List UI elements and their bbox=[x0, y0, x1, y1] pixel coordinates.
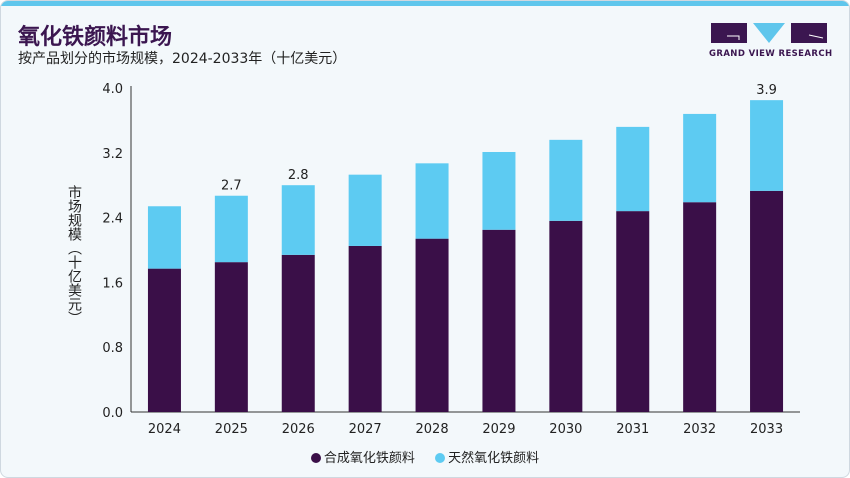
data-label-2026: 2.8 bbox=[288, 168, 309, 183]
bar-segment-2024-synthetic bbox=[147, 268, 181, 412]
y-tick-label: 3.2 bbox=[102, 147, 123, 162]
x-tick-label: 2032 bbox=[683, 422, 716, 437]
x-tick-label: 2031 bbox=[616, 422, 649, 437]
y-tick-label: 0.8 bbox=[102, 341, 123, 356]
x-tick-label: 2025 bbox=[215, 422, 248, 437]
y-axis-label: 市场规模（十亿美元） bbox=[66, 185, 82, 325]
bar-segment-2033-natural bbox=[750, 100, 784, 191]
y-tick-label: 1.6 bbox=[102, 276, 123, 291]
bar-segment-2032-natural bbox=[683, 113, 717, 203]
x-tick-label: 2024 bbox=[148, 422, 181, 437]
data-label-2025: 2.7 bbox=[221, 179, 242, 194]
y-tick-label: 2.4 bbox=[102, 212, 123, 227]
logo-text: GRAND VIEW RESEARCH bbox=[709, 49, 833, 59]
bar-segment-2027-synthetic bbox=[348, 245, 382, 412]
grand-view-research-logo bbox=[711, 23, 827, 43]
legend-item-synthetic: 合成氧化铁颜料 bbox=[310, 451, 415, 466]
x-tick-label: 2030 bbox=[549, 422, 582, 437]
x-tick-label: 2028 bbox=[416, 422, 449, 437]
bar-segment-2030-natural bbox=[549, 139, 583, 221]
x-tick-label: 2027 bbox=[349, 422, 382, 437]
y-tick-label: 0.0 bbox=[102, 406, 123, 421]
chart-subtitle: 按产品划分的市场规模，2024-2033年（十亿美元） bbox=[18, 51, 347, 67]
bar-segment-2027-natural bbox=[348, 174, 382, 246]
page-title: 氧化铁颜料市场 bbox=[18, 25, 173, 50]
accent-bar bbox=[1, 1, 849, 6]
legend: 合成氧化铁颜料 天然氧化铁颜料 bbox=[0, 447, 850, 466]
legend-swatch bbox=[310, 453, 321, 463]
legend-swatch bbox=[435, 453, 446, 463]
y-tick-label: 4.0 bbox=[102, 82, 123, 97]
x-tick-label: 2026 bbox=[282, 422, 315, 437]
bar-segment-2033-synthetic bbox=[750, 190, 784, 412]
bar-segment-2025-synthetic bbox=[214, 262, 248, 412]
bar-segment-2028-synthetic bbox=[415, 238, 449, 412]
bar-segment-2026-synthetic bbox=[281, 254, 315, 412]
data-label-2033: 3.9 bbox=[756, 83, 777, 98]
bar-segment-2031-synthetic bbox=[616, 211, 650, 412]
bar-segment-2025-natural bbox=[214, 195, 248, 263]
x-tick-label: 2033 bbox=[750, 422, 783, 437]
bar-segment-2024-natural bbox=[147, 206, 181, 269]
legend-label: 合成氧化铁颜料 bbox=[323, 451, 415, 466]
bar-segment-2032-synthetic bbox=[683, 202, 717, 412]
bar-segment-2028-natural bbox=[415, 163, 449, 239]
bar-segment-2031-natural bbox=[616, 126, 650, 212]
legend-label: 天然氧化铁颜料 bbox=[448, 451, 540, 466]
bar-segment-2026-natural bbox=[281, 185, 315, 255]
bar-segment-2029-natural bbox=[482, 151, 516, 230]
bar-segment-2030-synthetic bbox=[549, 220, 583, 412]
x-tick-label: 2029 bbox=[482, 422, 515, 437]
bar-segment-2029-synthetic bbox=[482, 229, 516, 412]
legend-item-natural: 天然氧化铁颜料 bbox=[435, 451, 539, 466]
